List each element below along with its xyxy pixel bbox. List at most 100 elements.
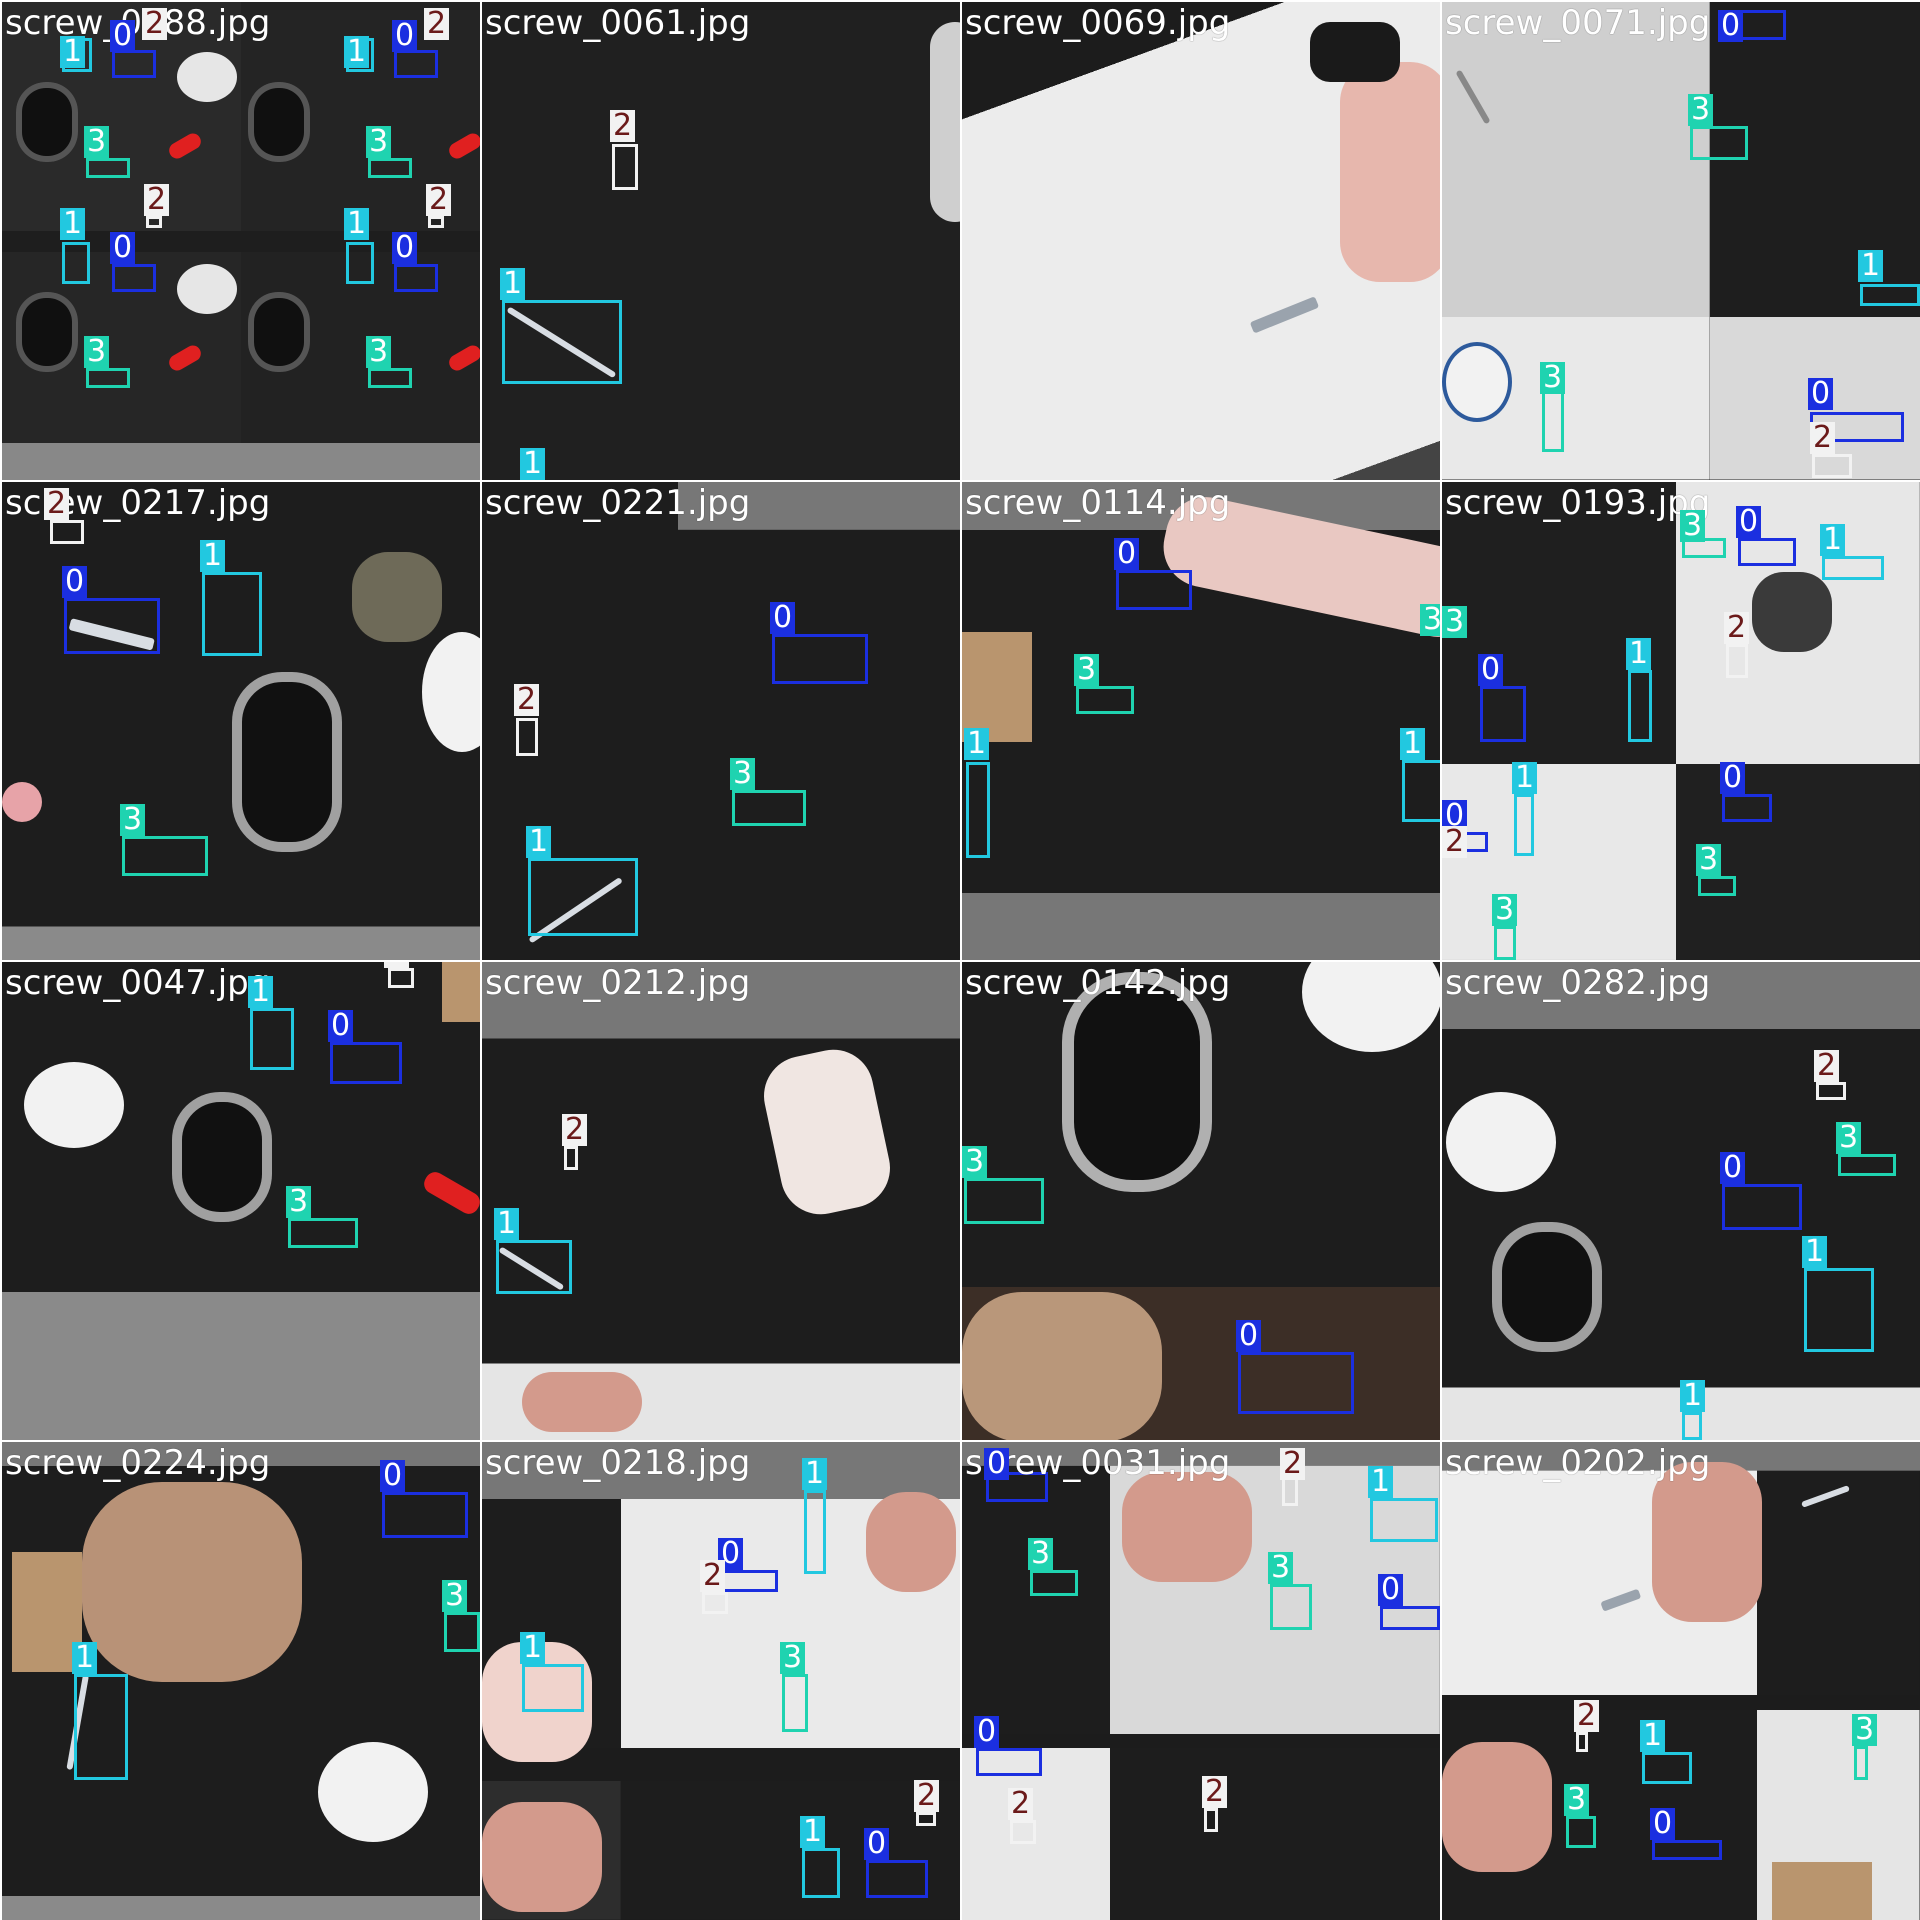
class-label-0: 0 xyxy=(1720,762,1746,794)
class-label-1: 1 xyxy=(1820,524,1846,556)
scene-background xyxy=(482,2,960,480)
class-label-2: 2 xyxy=(1574,1700,1600,1732)
can xyxy=(232,672,342,852)
tin-lid xyxy=(1442,342,1512,422)
bbox-class-1 xyxy=(62,242,90,284)
image-filename: screw_0071.jpg xyxy=(1445,3,1711,43)
hand xyxy=(1340,62,1440,282)
bbox-class-2 xyxy=(1204,1808,1218,1832)
image-tile: screw_0202.jpg 2 1 3 3 0 xyxy=(1442,1442,1920,1920)
bbox-class-0 xyxy=(1738,538,1796,566)
pink-eraser xyxy=(2,782,42,822)
blur-hand xyxy=(962,1292,1162,1440)
bbox-class-3 xyxy=(86,368,130,388)
tin-lid xyxy=(1302,962,1440,1052)
class-label-3: 3 xyxy=(84,336,110,368)
bbox-class-3 xyxy=(1566,1816,1596,1848)
class-label-3: 3 xyxy=(1564,1784,1590,1816)
class-label-3: 3 xyxy=(962,1146,988,1178)
class-label-0: 0 xyxy=(1378,1574,1404,1606)
class-label-0: 0 xyxy=(864,1828,890,1860)
class-label-3: 3 xyxy=(1074,654,1100,686)
wood-block xyxy=(12,1552,82,1672)
bbox-class-1 xyxy=(202,572,262,656)
bbox-class-0 xyxy=(866,1860,928,1898)
class-label-3: 3 xyxy=(1420,604,1440,636)
bbox-class-1 xyxy=(1402,760,1440,822)
tin-lid xyxy=(177,52,237,102)
class-label-1: 1 xyxy=(248,976,274,1008)
hand xyxy=(522,1372,642,1432)
class-label-3: 3 xyxy=(366,126,392,158)
bbox-class-3 xyxy=(1698,876,1736,896)
bbox-class-1 xyxy=(1860,284,1920,306)
class-label-2: 2 xyxy=(384,962,410,968)
class-label-3: 3 xyxy=(1696,844,1722,876)
class-label-3: 3 xyxy=(1852,1714,1878,1746)
bbox-class-2 xyxy=(612,144,638,190)
bbox-class-3 xyxy=(1270,1584,1312,1630)
hand xyxy=(1122,1472,1252,1582)
image-tile: screw_0217.jpg 2 0 1 3 xyxy=(2,482,480,960)
class-label-3: 3 xyxy=(780,1642,806,1674)
can xyxy=(16,82,78,162)
class-label-0: 0 xyxy=(770,602,796,634)
class-label-3: 3 xyxy=(1688,94,1714,126)
bbox-class-2 xyxy=(1010,1820,1036,1844)
class-label-2: 2 xyxy=(1280,1448,1306,1480)
class-label-1: 1 xyxy=(520,448,546,480)
bbox-class-1 xyxy=(522,1664,584,1712)
keys xyxy=(352,552,442,642)
image-tile: screw_0047.jpg 2 1 0 3 xyxy=(2,962,480,1440)
image-tile: screw_0114.jpg 0 3 3 1 1 xyxy=(962,482,1440,960)
bbox-class-1 xyxy=(502,300,622,384)
class-label-0: 0 xyxy=(1650,1808,1676,1840)
image-tile: screw_0218.jpg 1 0 2 1 3 2 1 0 xyxy=(482,1442,960,1920)
class-label-1: 1 xyxy=(72,1642,98,1674)
class-label-1: 1 xyxy=(1512,762,1538,794)
class-label-3: 3 xyxy=(1492,894,1518,926)
image-filename: screw_0114.jpg xyxy=(965,483,1231,523)
bbox-class-0 xyxy=(394,264,438,292)
image-tile: screw_0142.jpg 3 0 xyxy=(962,962,1440,1440)
image-filename: screw_0212.jpg xyxy=(485,963,751,1003)
class-label-2: 2 xyxy=(142,8,168,40)
bbox-class-3 xyxy=(288,1218,358,1248)
class-label-3: 3 xyxy=(286,1186,312,1218)
class-label-3: 3 xyxy=(1680,510,1706,542)
hand xyxy=(1442,1742,1552,1872)
class-label-2: 2 xyxy=(424,8,450,40)
hand xyxy=(1652,1462,1762,1622)
bbox-class-0 xyxy=(1380,1606,1440,1630)
bbox-class-1 xyxy=(1682,1412,1702,1440)
bbox-class-3 xyxy=(732,790,806,826)
class-label-1: 1 xyxy=(344,208,370,240)
bbox-class-1 xyxy=(804,1490,826,1574)
bbox-class-2 xyxy=(50,520,84,544)
bbox-class-0 xyxy=(382,1492,468,1538)
class-label-1: 1 xyxy=(500,268,526,300)
class-label-0: 0 xyxy=(1720,1152,1746,1184)
can xyxy=(172,1092,272,1222)
image-tile: screw_0061.jpg 2 1 1 xyxy=(482,2,960,480)
bbox-class-0 xyxy=(986,1472,1048,1502)
image-filename: screw_0288.jpg xyxy=(5,3,271,43)
bbox-class-0 xyxy=(64,598,160,654)
image-filename: screw_0047.jpg xyxy=(5,963,271,1003)
class-label-2: 2 xyxy=(1814,1050,1840,1082)
wood-block xyxy=(962,632,1032,742)
bbox-class-2 xyxy=(1816,1082,1846,1100)
class-label-3: 3 xyxy=(366,336,392,368)
class-label-1: 1 xyxy=(1368,1466,1394,1498)
can xyxy=(248,292,310,372)
class-label-1: 1 xyxy=(1640,1720,1666,1752)
class-label-2: 2 xyxy=(144,184,170,216)
can xyxy=(1492,1222,1602,1352)
image-filename: screw_0031.jpg xyxy=(965,1443,1231,1483)
bbox-class-0 xyxy=(112,50,156,78)
class-label-0: 0 xyxy=(1718,10,1744,42)
class-label-2: 2 xyxy=(514,684,540,716)
class-label-1: 1 xyxy=(1680,1380,1706,1412)
can xyxy=(248,82,310,162)
